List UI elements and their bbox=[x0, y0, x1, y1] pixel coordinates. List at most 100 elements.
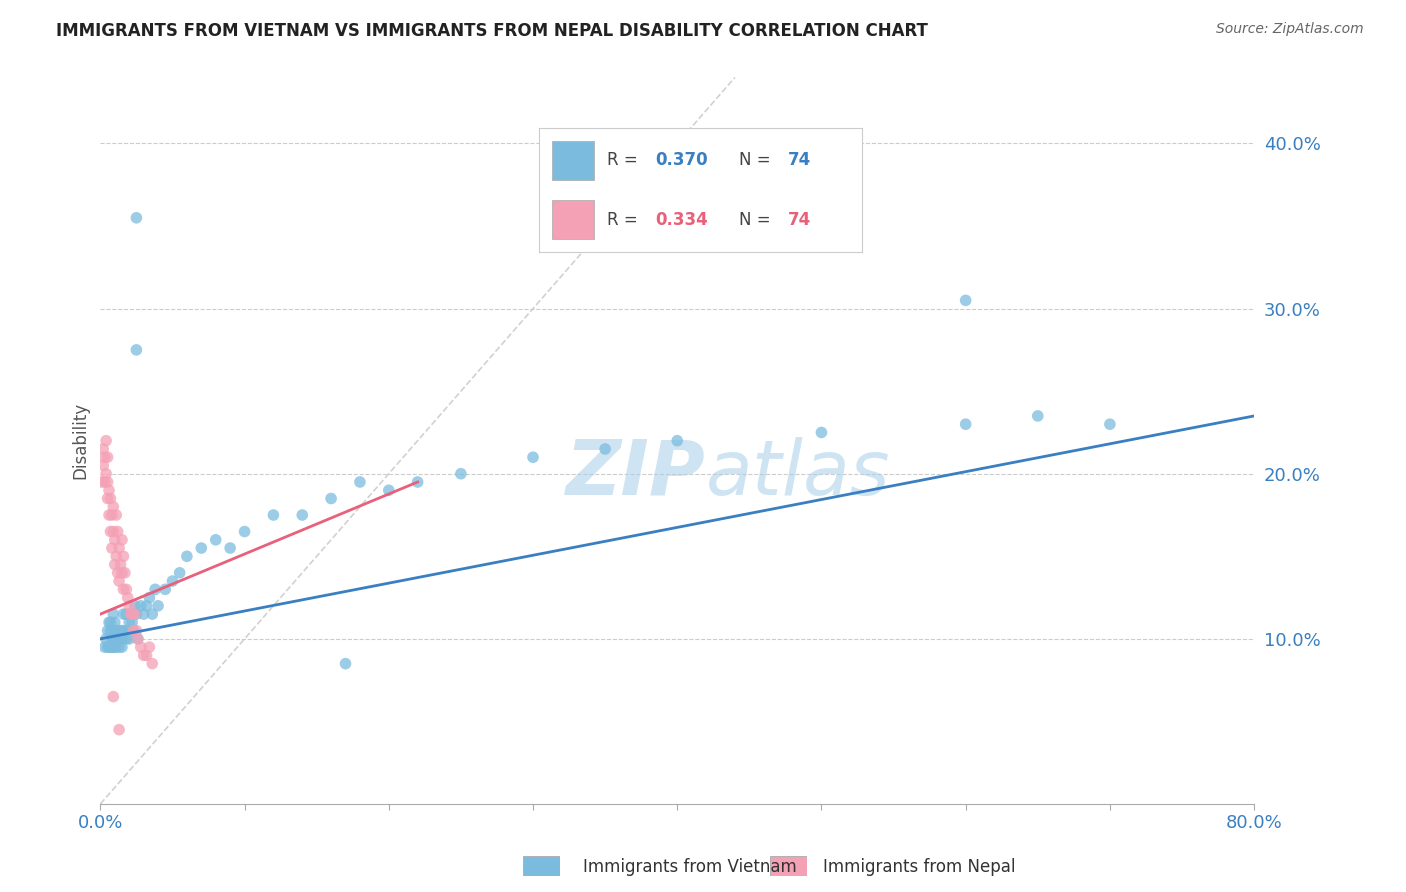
Point bbox=[104, 533, 127, 547]
Point bbox=[118, 632, 141, 646]
Point bbox=[105, 632, 128, 646]
Point bbox=[100, 615, 122, 630]
Point bbox=[107, 566, 129, 580]
Point bbox=[190, 541, 212, 555]
Point bbox=[101, 508, 124, 522]
Point bbox=[135, 648, 157, 663]
Point bbox=[98, 508, 121, 522]
Text: atlas: atlas bbox=[706, 437, 890, 511]
Point bbox=[100, 640, 122, 654]
Point bbox=[105, 549, 128, 564]
Point bbox=[141, 607, 163, 621]
Point bbox=[101, 632, 124, 646]
Point bbox=[98, 483, 121, 498]
Point bbox=[111, 566, 134, 580]
Point bbox=[117, 591, 139, 605]
Point bbox=[129, 640, 152, 654]
Point bbox=[104, 624, 127, 638]
Point bbox=[162, 574, 184, 588]
Point bbox=[262, 508, 284, 522]
Point bbox=[143, 582, 166, 597]
Point bbox=[117, 624, 139, 638]
Point bbox=[108, 723, 131, 737]
Point bbox=[110, 558, 132, 572]
Point bbox=[107, 624, 129, 638]
Point bbox=[111, 624, 134, 638]
Point bbox=[291, 508, 314, 522]
Text: Immigrants from Nepal: Immigrants from Nepal bbox=[823, 858, 1015, 876]
Point bbox=[169, 566, 191, 580]
Point bbox=[115, 632, 138, 646]
Point bbox=[1098, 417, 1121, 432]
Point bbox=[104, 632, 127, 646]
Point bbox=[107, 632, 129, 646]
Point bbox=[97, 491, 120, 506]
Point bbox=[450, 467, 472, 481]
Point bbox=[105, 508, 128, 522]
Point bbox=[219, 541, 242, 555]
Point bbox=[1026, 409, 1049, 423]
Text: Source: ZipAtlas.com: Source: ZipAtlas.com bbox=[1216, 22, 1364, 37]
Point bbox=[135, 599, 157, 613]
Point bbox=[110, 624, 132, 638]
Point bbox=[103, 640, 125, 654]
Point bbox=[97, 640, 120, 654]
Point bbox=[120, 607, 142, 621]
Point bbox=[124, 607, 146, 621]
Point bbox=[94, 632, 117, 646]
Point bbox=[112, 607, 135, 621]
Point bbox=[146, 599, 169, 613]
Point bbox=[593, 442, 616, 456]
Point bbox=[103, 690, 125, 704]
Point bbox=[176, 549, 198, 564]
Point bbox=[125, 624, 148, 638]
Text: ZIP: ZIP bbox=[567, 437, 706, 511]
Point bbox=[104, 615, 127, 630]
Point bbox=[155, 582, 177, 597]
Point bbox=[127, 632, 149, 646]
Point bbox=[122, 624, 145, 638]
Point bbox=[103, 632, 125, 646]
Point bbox=[522, 450, 544, 465]
Text: Immigrants from Vietnam: Immigrants from Vietnam bbox=[583, 858, 797, 876]
Point bbox=[118, 599, 141, 613]
Point bbox=[103, 524, 125, 539]
Point bbox=[97, 475, 120, 489]
Point bbox=[108, 541, 131, 555]
Point bbox=[108, 640, 131, 654]
Point bbox=[129, 599, 152, 613]
Point bbox=[93, 475, 115, 489]
Point bbox=[955, 417, 977, 432]
Point bbox=[101, 624, 124, 638]
Text: IMMIGRANTS FROM VIETNAM VS IMMIGRANTS FROM NEPAL DISABILITY CORRELATION CHART: IMMIGRANTS FROM VIETNAM VS IMMIGRANTS FR… bbox=[56, 22, 928, 40]
Point bbox=[104, 558, 127, 572]
Point bbox=[115, 607, 138, 621]
Point bbox=[125, 607, 148, 621]
Point bbox=[111, 640, 134, 654]
Point bbox=[115, 582, 138, 597]
Point bbox=[132, 648, 155, 663]
Point bbox=[406, 475, 429, 489]
Point bbox=[107, 524, 129, 539]
Point bbox=[378, 483, 401, 498]
Point bbox=[204, 533, 226, 547]
Point bbox=[97, 450, 120, 465]
Point bbox=[108, 574, 131, 588]
Point bbox=[100, 624, 122, 638]
Point bbox=[349, 475, 371, 489]
Point bbox=[110, 632, 132, 646]
Point bbox=[114, 566, 136, 580]
Point bbox=[103, 500, 125, 514]
Point bbox=[120, 607, 142, 621]
Point bbox=[98, 615, 121, 630]
Point bbox=[103, 607, 125, 621]
Point bbox=[121, 615, 143, 630]
Point bbox=[112, 632, 135, 646]
Point bbox=[101, 640, 124, 654]
Point bbox=[138, 591, 160, 605]
Point bbox=[955, 293, 977, 308]
Point bbox=[124, 599, 146, 613]
Point bbox=[100, 524, 122, 539]
Point bbox=[335, 657, 357, 671]
Point bbox=[105, 640, 128, 654]
